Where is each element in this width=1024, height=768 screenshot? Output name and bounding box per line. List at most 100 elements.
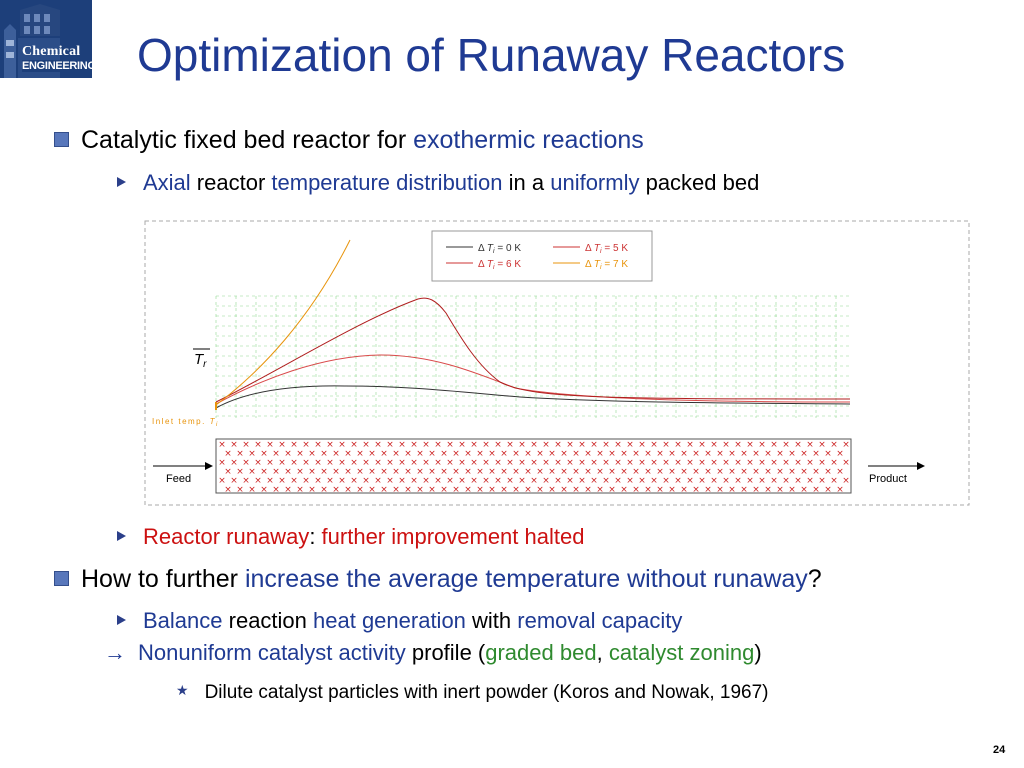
bullet-fixed-bed-reactor: Catalytic fixed bed reactor for exotherm… <box>54 126 644 155</box>
catalyst-particle-icon: × <box>476 467 484 477</box>
catalyst-particle-icon: × <box>638 476 646 486</box>
catalyst-particle-icon: × <box>620 485 628 495</box>
catalyst-particle-icon: × <box>404 485 412 495</box>
catalyst-particle-icon: × <box>542 476 550 486</box>
catalyst-particle-icon: × <box>650 440 658 450</box>
catalyst-particle-icon: × <box>554 440 562 450</box>
catalyst-particle-icon: × <box>230 476 238 486</box>
catalyst-particle-icon: × <box>578 440 586 450</box>
catalyst-particle-icon: × <box>290 440 298 450</box>
curve-delta-0K <box>215 385 851 409</box>
catalyst-particle-icon: × <box>578 476 586 486</box>
inlet-temperature-label: Inlet temp. Ti <box>152 417 219 428</box>
catalyst-particle-icon: × <box>668 467 676 477</box>
catalyst-particle-icon: × <box>236 485 244 495</box>
catalyst-particle-icon: × <box>242 440 250 450</box>
catalyst-particle-icon: × <box>842 476 850 486</box>
text-axial: Axial <box>143 170 191 195</box>
catalyst-particle-icon: × <box>614 440 622 450</box>
catalyst-particle-icon: × <box>710 458 718 468</box>
catalyst-particle-icon: × <box>596 467 604 477</box>
catalyst-particle-icon: × <box>380 467 388 477</box>
catalyst-particle-icon: × <box>698 476 706 486</box>
catalyst-particle-icon: × <box>746 458 754 468</box>
text-reaction: reaction <box>222 608 314 633</box>
catalyst-particle-icon: × <box>788 467 796 477</box>
catalyst-particle-icon: × <box>476 485 484 495</box>
catalyst-particle-icon: × <box>320 485 328 495</box>
catalyst-particle-icon: × <box>806 440 814 450</box>
catalyst-particle-icon: × <box>512 449 520 459</box>
catalyst-particle-icon: × <box>518 440 526 450</box>
catalyst-particle-icon: × <box>692 467 700 477</box>
legend-label-0K: Δ Ti = 0 K <box>478 243 521 255</box>
catalyst-particle-icon: × <box>368 485 376 495</box>
catalyst-particle-icon: × <box>830 476 838 486</box>
catalyst-particle-icon: × <box>806 458 814 468</box>
catalyst-particle-icon: × <box>674 476 682 486</box>
text-removal-capacity: removal capacity <box>517 608 683 633</box>
catalyst-particle-icon: × <box>260 449 268 459</box>
subbullet-reactor-runaway: Reactor runaway: further improvement hal… <box>117 524 584 550</box>
catalyst-particle-icon: × <box>824 485 832 495</box>
catalyst-particle-icon: × <box>326 458 334 468</box>
catalyst-particle-icon: × <box>320 449 328 459</box>
catalyst-particle-icon: × <box>338 440 346 450</box>
catalyst-particle-icon: × <box>494 440 502 450</box>
catalyst-particle-icon: × <box>686 476 694 486</box>
catalyst-particle-icon: × <box>740 449 748 459</box>
catalyst-particle-icon: × <box>374 458 382 468</box>
catalyst-particle-icon: × <box>248 467 256 477</box>
text-close-paren: ) <box>754 640 762 665</box>
catalyst-particle-icon: × <box>512 467 520 477</box>
catalyst-particle-icon: × <box>800 485 808 495</box>
catalyst-particle-icon: × <box>548 467 556 477</box>
catalyst-particle-icon: × <box>404 449 412 459</box>
catalyst-particle-icon: × <box>656 449 664 459</box>
catalyst-particle-icon: × <box>290 458 298 468</box>
catalyst-particle-icon: × <box>824 449 832 459</box>
catalyst-particle-icon: × <box>752 449 760 459</box>
catalyst-particle-icon: × <box>278 476 286 486</box>
catalyst-particle-icon: × <box>488 449 496 459</box>
catalyst-particle-icon: × <box>224 485 232 495</box>
text-increase-average-temperature: increase the average temperature without… <box>244 565 808 593</box>
catalyst-particle-icon: × <box>278 440 286 450</box>
catalyst-particle-icon: × <box>296 449 304 459</box>
catalyst-particle-icon: × <box>680 485 688 495</box>
subbullet-nonuniform-activity: → Nonuniform catalyst activity profile (g… <box>104 640 762 666</box>
catalyst-particle-icon: × <box>680 467 688 477</box>
catalyst-particle-icon: × <box>728 467 736 477</box>
catalyst-particle-icon: × <box>404 467 412 477</box>
catalyst-particle-icon: × <box>320 467 328 477</box>
catalyst-particle-icon: × <box>710 476 718 486</box>
catalyst-particle-icon: × <box>662 476 670 486</box>
catalyst-particle-icon: × <box>734 440 742 450</box>
catalyst-particle-icon: × <box>410 476 418 486</box>
catalyst-particle-icon: × <box>518 476 526 486</box>
catalyst-particle-icon: × <box>224 467 232 477</box>
catalyst-particle-icon: × <box>686 458 694 468</box>
text-balance: Balance <box>143 608 223 633</box>
catalyst-particle-icon: × <box>284 449 292 459</box>
catalyst-particle-icon: × <box>794 476 802 486</box>
catalyst-particle-icon: × <box>488 485 496 495</box>
catalyst-particle-icon: × <box>596 449 604 459</box>
catalyst-particle-icon: × <box>734 476 742 486</box>
catalyst-particle-icon: × <box>272 485 280 495</box>
catalyst-particle-icon: × <box>818 458 826 468</box>
catalyst-particle-icon: × <box>626 476 634 486</box>
catalyst-particle-icon: × <box>656 467 664 477</box>
catalyst-particle-icon: × <box>542 458 550 468</box>
catalyst-particle-icon: × <box>260 485 268 495</box>
catalyst-particle-icon: × <box>500 449 508 459</box>
catalyst-particle-icon: × <box>782 440 790 450</box>
catalyst-particle-icon: × <box>638 458 646 468</box>
text-question-mark: ? <box>807 565 822 593</box>
catalyst-particle-icon: × <box>242 458 250 468</box>
catalyst-particle-icon: × <box>428 467 436 477</box>
catalyst-particle-icon: × <box>620 467 628 477</box>
catalyst-particle-icon: × <box>548 449 556 459</box>
catalyst-particle-icon: × <box>794 458 802 468</box>
catalyst-particle-icon: × <box>704 485 712 495</box>
